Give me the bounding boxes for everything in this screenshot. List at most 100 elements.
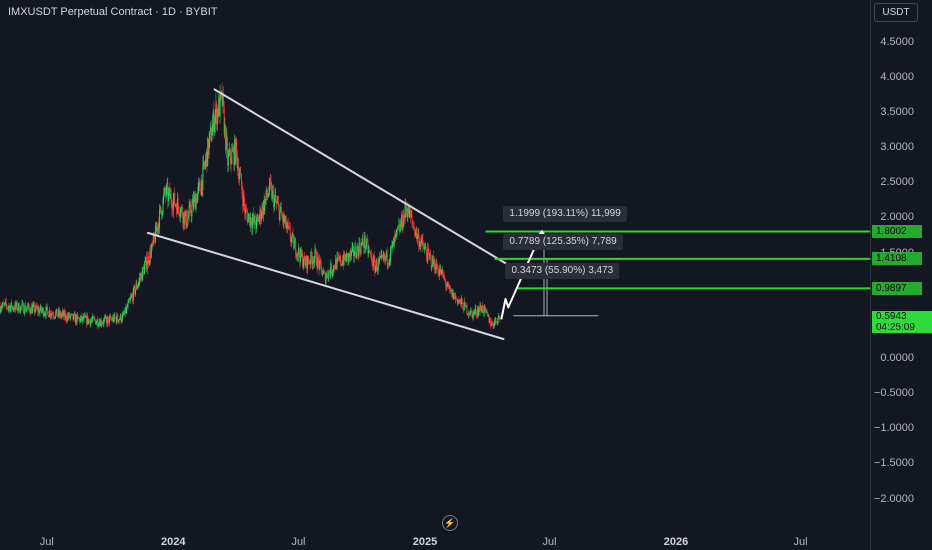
candle-body — [57, 315, 59, 317]
candle-body — [365, 247, 367, 249]
candle-body — [172, 209, 174, 211]
candle-body — [308, 261, 310, 264]
candle-body — [258, 217, 260, 222]
candle-body — [462, 302, 464, 310]
candle-body — [335, 259, 337, 269]
candle-body — [40, 305, 42, 312]
candle-body — [199, 181, 201, 191]
candle-body — [469, 314, 471, 316]
candle-body — [449, 288, 451, 289]
candle-body — [35, 305, 37, 311]
price-tick: 4.0000 — [880, 70, 914, 83]
candle-body — [292, 233, 294, 235]
candle-body — [139, 277, 141, 281]
candle-body — [268, 192, 270, 196]
candle-body — [371, 256, 373, 265]
candle-body — [413, 227, 415, 229]
candle-body — [5, 301, 7, 303]
candle-body — [427, 248, 429, 262]
candle-body — [400, 223, 402, 227]
currency-selector[interactable]: USDT — [874, 3, 918, 22]
candle-body — [223, 106, 225, 135]
candle-body — [7, 307, 9, 309]
candle-body — [392, 241, 394, 245]
candle-body — [467, 312, 469, 315]
candle-body — [69, 316, 71, 318]
candle-body — [291, 237, 293, 242]
candle-body — [311, 257, 313, 265]
candle-body — [273, 190, 275, 208]
candle-body — [335, 259, 337, 270]
candle-body — [275, 201, 277, 203]
candle-body — [452, 290, 454, 300]
candle-body — [64, 313, 66, 318]
time-tick: 2026 — [663, 536, 689, 548]
candle-body — [326, 272, 328, 278]
candle-body — [455, 296, 457, 299]
candle-body — [137, 286, 139, 289]
candle-body — [244, 204, 246, 213]
candle-body — [231, 150, 233, 164]
candle-body — [27, 306, 29, 309]
candle-body — [474, 311, 476, 314]
candle-body — [183, 212, 185, 224]
candle-body — [181, 207, 183, 209]
candle-body — [448, 284, 450, 289]
candle-body — [381, 254, 383, 256]
candle-body — [179, 213, 181, 216]
candle-body — [134, 286, 136, 295]
candle-body — [491, 322, 493, 324]
price-tick: 4.5000 — [880, 35, 914, 48]
candle-body — [254, 215, 256, 225]
candle-body — [95, 322, 97, 325]
candle-body — [313, 260, 315, 264]
candle-body — [196, 193, 198, 204]
candle-body — [294, 240, 296, 243]
candle-body — [284, 216, 286, 221]
candle-body — [392, 241, 394, 247]
candle-body — [367, 241, 369, 254]
candle-body — [240, 172, 242, 174]
candle-body — [235, 139, 237, 164]
candle-body — [252, 214, 254, 220]
candle-body — [118, 319, 120, 322]
candle-body — [460, 298, 462, 304]
price-axis[interactable] — [870, 0, 932, 550]
candle-body — [430, 254, 432, 257]
candle-body — [325, 277, 327, 283]
candle-body — [489, 320, 491, 326]
candle-body — [243, 194, 245, 205]
candle-body — [207, 138, 209, 155]
candle-body — [240, 173, 242, 187]
candle-body — [143, 268, 145, 275]
candle-body — [82, 316, 84, 321]
candle-body — [324, 271, 326, 273]
candle-body — [348, 253, 350, 261]
candle-body — [342, 260, 344, 265]
candle-body — [33, 304, 35, 313]
candle-body — [333, 265, 335, 272]
candle-body — [280, 206, 282, 211]
candle-body — [422, 239, 424, 247]
lightning-icon[interactable]: ⚡ — [442, 515, 458, 531]
candle-body — [49, 311, 51, 317]
price-chart[interactable] — [0, 0, 870, 550]
candle-body — [52, 314, 54, 316]
candle-body — [467, 313, 469, 315]
candle-body — [162, 198, 164, 213]
candle-body — [339, 256, 341, 265]
candle-body — [338, 256, 340, 260]
candle-body — [377, 268, 379, 271]
candle-body — [247, 216, 249, 223]
trendline-upper — [213, 88, 522, 274]
candle-body — [60, 315, 62, 317]
candle-body — [84, 315, 86, 318]
candle-body — [278, 205, 280, 221]
candle-body — [71, 313, 73, 315]
candle-body — [77, 316, 79, 319]
candle-body — [443, 275, 445, 278]
candle-body — [11, 302, 13, 309]
candle-body — [45, 307, 47, 316]
candle-body — [31, 306, 33, 314]
candle-body — [144, 261, 146, 266]
